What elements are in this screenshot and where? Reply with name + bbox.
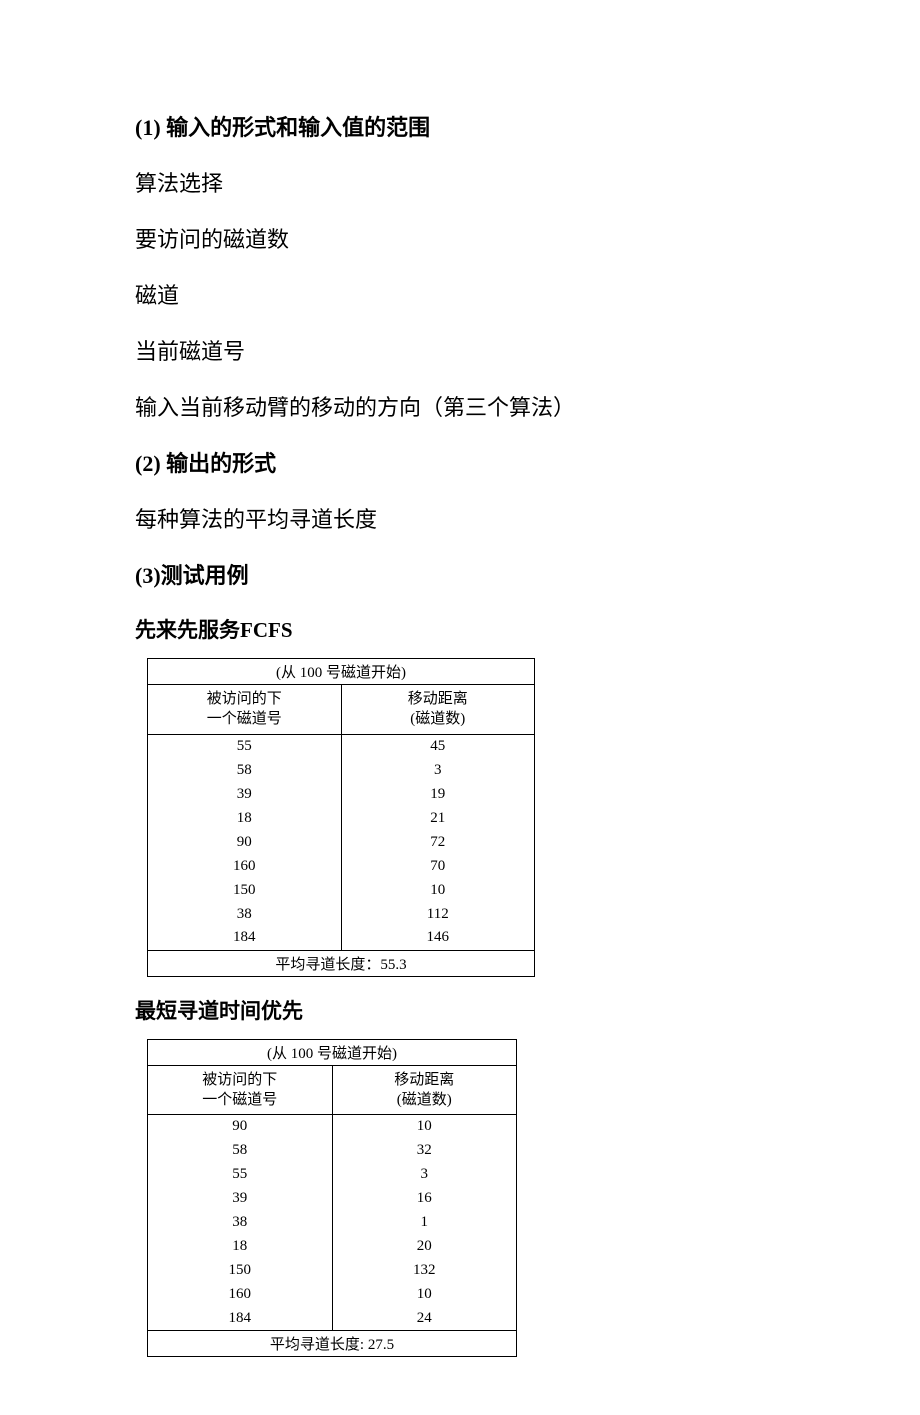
table-footer: 平均寻道长度：55.3 [148,950,535,976]
fcfs-table: (从 100 号磁道开始) 被访问的下 一个磁道号 移动距离 (磁道数) 554… [147,658,785,977]
dist-cell: 146 [341,926,535,950]
col1-line2: 一个磁道号 [207,711,282,727]
track-cell: 39 [148,782,342,806]
table-col1-header: 被访问的下 一个磁道号 [148,685,342,735]
track-cell: 18 [148,806,342,830]
sstf-title: 最短寻道时间优先 [135,995,785,1025]
track-cell: 58 [148,758,342,782]
col2-line2: (磁道数) [397,1092,452,1108]
dist-cell: 3 [332,1163,517,1187]
table-col2-header: 移动距离 (磁道数) [332,1065,517,1115]
track-cell: 150 [148,878,342,902]
dist-cell: 45 [341,734,535,758]
body-text: 输入当前移动臂的移动的方向（第三个算法） [135,390,785,422]
track-cell: 184 [148,1307,333,1331]
dist-cell: 16 [332,1187,517,1211]
table-row: 553 [148,1163,517,1187]
table-row: 5832 [148,1139,517,1163]
table-row: 583 [148,758,535,782]
dist-cell: 10 [332,1115,517,1139]
body-text: 当前磁道号 [135,334,785,366]
table-col2-header: 移动距离 (磁道数) [341,685,535,735]
col2-line2: (磁道数) [410,711,465,727]
track-cell: 55 [148,1163,333,1187]
table-row: 1821 [148,806,535,830]
dist-cell: 112 [341,902,535,926]
table-col1-header: 被访问的下 一个磁道号 [148,1065,333,1115]
col2-line1: 移动距离 [408,691,468,707]
dist-cell: 21 [341,806,535,830]
sstf-table: (从 100 号磁道开始) 被访问的下 一个磁道号 移动距离 (磁道数) 901… [147,1039,785,1358]
col2-line1: 移动距离 [394,1072,454,1088]
table-top-header: (从 100 号磁道开始) [148,659,535,685]
table-row: 3916 [148,1187,517,1211]
track-cell: 39 [148,1187,333,1211]
table-row: 1820 [148,1235,517,1259]
track-cell: 38 [148,1211,333,1235]
track-cell: 160 [148,1283,333,1307]
section-3-heading: (3)测试用例 [135,558,785,590]
table-row: 18424 [148,1307,517,1331]
table-row: 381 [148,1211,517,1235]
section-1-heading: (1) 输入的形式和输入值的范围 [135,110,785,142]
table-row: 150132 [148,1259,517,1283]
col1-line1: 被访问的下 [207,691,282,707]
dist-cell: 1 [332,1211,517,1235]
track-cell: 160 [148,854,342,878]
body-text: 每种算法的平均寻道长度 [135,502,785,534]
dist-cell: 32 [332,1139,517,1163]
dist-cell: 24 [332,1307,517,1331]
track-cell: 150 [148,1259,333,1283]
track-cell: 55 [148,734,342,758]
table-row: 3919 [148,782,535,806]
table-row: 9010 [148,1115,517,1139]
dist-cell: 19 [341,782,535,806]
dist-cell: 10 [332,1283,517,1307]
track-cell: 58 [148,1139,333,1163]
fcfs-title: 先来先服务FCFS [135,614,785,644]
table-row: 38112 [148,902,535,926]
body-text: 要访问的磁道数 [135,222,785,254]
section-2-heading: (2) 输出的形式 [135,446,785,478]
dist-cell: 10 [341,878,535,902]
dist-cell: 132 [332,1259,517,1283]
track-cell: 18 [148,1235,333,1259]
table-row: 184146 [148,926,535,950]
body-text: 算法选择 [135,166,785,198]
col1-line2: 一个磁道号 [202,1092,277,1108]
dist-cell: 20 [332,1235,517,1259]
table-row: 16070 [148,854,535,878]
table-row: 5545 [148,734,535,758]
track-cell: 90 [148,1115,333,1139]
table-footer: 平均寻道长度: 27.5 [148,1331,517,1357]
body-text: 磁道 [135,278,785,310]
track-cell: 38 [148,902,342,926]
table-row: 9072 [148,830,535,854]
dist-cell: 3 [341,758,535,782]
table-row: 15010 [148,878,535,902]
table-top-header: (从 100 号磁道开始) [148,1039,517,1065]
dist-cell: 72 [341,830,535,854]
dist-cell: 70 [341,854,535,878]
table-row: 16010 [148,1283,517,1307]
track-cell: 90 [148,830,342,854]
track-cell: 184 [148,926,342,950]
col1-line1: 被访问的下 [202,1072,277,1088]
